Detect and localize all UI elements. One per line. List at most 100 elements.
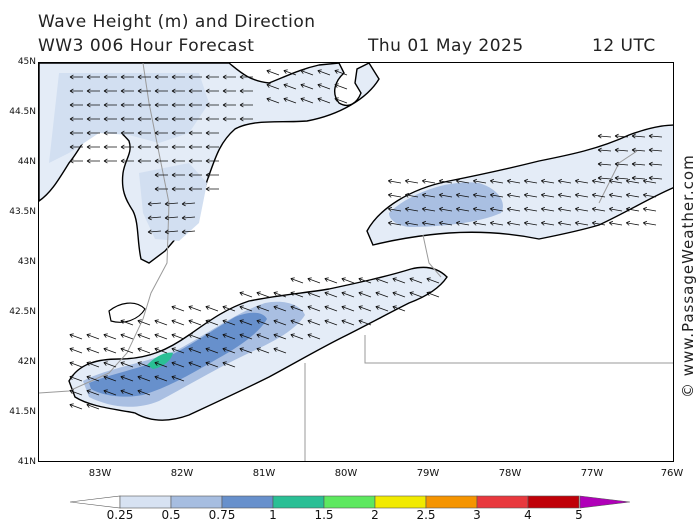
wave-arrow: [375, 291, 389, 298]
colorbar-segment: [170, 495, 223, 509]
wave-arrow: [358, 319, 372, 326]
wave-arrow: [375, 277, 389, 284]
colorbar-segment: [119, 495, 172, 509]
wave-arrow: [625, 192, 640, 198]
lat-label-44n: 44N: [17, 157, 36, 167]
lon-label-78w: 78W: [498, 468, 522, 479]
wave-arrow: [358, 305, 372, 312]
wave-arrow: [137, 116, 151, 122]
wave-arrow: [205, 347, 219, 354]
wave-arrow: [341, 291, 355, 298]
wave-arrow: [387, 192, 402, 198]
lake-st-clair: [108, 302, 146, 323]
wave-arrow: [648, 175, 663, 181]
wave-arrow: [608, 220, 623, 226]
wave-arrow: [597, 133, 612, 139]
colorbar-segment: [425, 495, 478, 509]
wave-arrow: [164, 229, 179, 235]
wave-arrow: [300, 69, 314, 76]
wave-arrow: [69, 102, 83, 108]
wave-arrow: [290, 319, 304, 326]
wave-arrow: [171, 102, 185, 108]
wave-arrow: [625, 206, 640, 212]
wave-arrow: [489, 206, 504, 212]
wave-arrow: [188, 305, 202, 312]
colorbar-tick-label: 0.75: [208, 508, 236, 522]
wave-arrow: [86, 403, 100, 410]
wave-arrow: [188, 347, 202, 354]
wave-arrow: [69, 389, 83, 396]
wave-arrow: [154, 319, 168, 326]
wave-arrow: [137, 74, 151, 80]
wave-arrow: [222, 361, 236, 368]
lat-label-41n: 41N: [17, 457, 36, 467]
wave-arrow: [137, 319, 151, 326]
wave-arrow: [222, 333, 236, 340]
wave-arrow: [283, 69, 297, 76]
wave-arrow: [642, 220, 657, 226]
wave-arrow: [392, 277, 406, 284]
wave-arrow: [421, 178, 436, 184]
map-panel[interactable]: [38, 62, 674, 462]
wave-arrow: [188, 74, 202, 80]
wave-arrow: [103, 361, 117, 368]
wave-arrow: [574, 206, 589, 212]
wave-arrow: [239, 319, 253, 326]
wave-arrow: [506, 206, 521, 212]
wave-arrow: [438, 178, 453, 184]
wave-arrow: [154, 144, 168, 150]
wave-arrow: [205, 186, 219, 192]
wave-arrow: [438, 220, 453, 226]
lat-label-43-5n: 43.5N: [9, 207, 36, 217]
wave-arrow: [86, 361, 100, 368]
wave-arrow: [625, 220, 640, 226]
wave-arrow: [86, 389, 100, 396]
wave-arrow: [222, 88, 236, 94]
wave-arrow: [86, 130, 100, 136]
wave-arrow: [387, 206, 402, 212]
wave-arrow: [614, 133, 629, 139]
wave-arrow: [120, 144, 134, 150]
wave-arrow: [608, 206, 623, 212]
wave-arrow: [307, 319, 321, 326]
wave-arrow: [608, 192, 623, 198]
wave-arrow: [171, 375, 185, 382]
wave-arrow: [147, 215, 162, 221]
wave-arrow: [256, 333, 270, 340]
wave-arrow: [222, 347, 236, 354]
wave-arrow: [171, 361, 185, 368]
wave-arrow: [86, 158, 100, 164]
wave-arrow: [540, 178, 555, 184]
wave-arrow: [222, 305, 236, 312]
wave-arrow: [154, 74, 168, 80]
huron-wave-field: [49, 73, 209, 163]
wave-arrow: [642, 206, 657, 212]
wave-arrow: [154, 172, 168, 178]
wave-arrow: [506, 220, 521, 226]
wave-arrow: [120, 88, 134, 94]
wave-arrow: [307, 291, 321, 298]
wave-arrow: [256, 319, 270, 326]
wave-arrow: [273, 319, 287, 326]
wave-arrow: [137, 333, 151, 340]
wave-arrow: [614, 161, 629, 167]
ontario-wave-field: [389, 182, 503, 227]
wave-arrow: [154, 158, 168, 164]
wave-arrow: [290, 305, 304, 312]
wave-arrow: [86, 88, 100, 94]
wave-arrow: [69, 74, 83, 80]
wave-arrow: [404, 206, 419, 212]
wave-arrow: [205, 305, 219, 312]
colorbar-high-cap: [579, 495, 630, 509]
colorbar-tick-label: 4: [524, 508, 532, 522]
wave-arrow: [205, 144, 219, 150]
wave-arrow: [103, 102, 117, 108]
wave-arrow: [341, 319, 355, 326]
wave-arrow: [69, 333, 83, 340]
wave-arrow: [239, 333, 253, 340]
wave-arrow: [557, 178, 572, 184]
wave-arrow: [409, 291, 423, 298]
wave-arrow: [154, 102, 168, 108]
wave-arrow: [506, 192, 521, 198]
colorbar: [70, 495, 630, 509]
